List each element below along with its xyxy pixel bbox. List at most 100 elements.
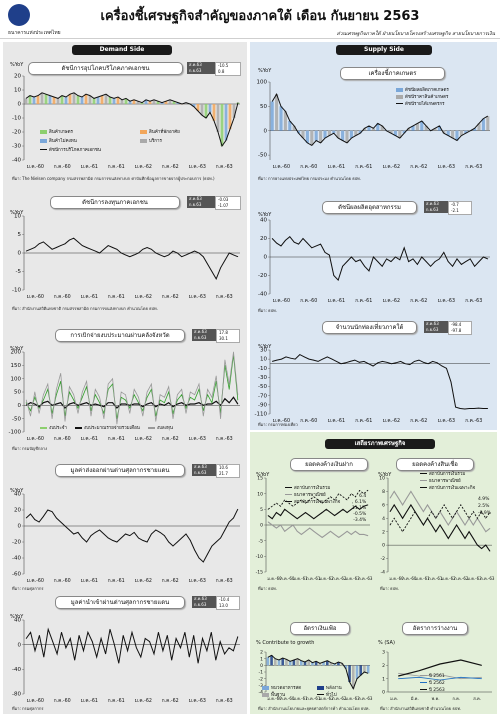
consumption-value-box-values: -10.5 0.8 [215, 62, 241, 76]
govspending-yunit: %YoY [10, 346, 24, 352]
loans-point-0-17 [460, 531, 462, 533]
agri-bar-41 [451, 130, 455, 139]
tourism-point-0-36 [436, 362, 438, 364]
govspending-point-1-6 [51, 404, 53, 406]
loans-xtick-label-5: ก.ค.-62 [454, 576, 469, 581]
manufacturing-point-0-20 [359, 259, 361, 261]
govspending-point-1-43 [211, 403, 213, 405]
consumption-bar-29 [140, 102, 144, 104]
exports-source: ที่มา: กรมศุลกากร [12, 586, 44, 591]
manufacturing-point-0-1 [276, 242, 277, 244]
tourism-xtick-label-2: ม.ค.-61 [328, 418, 345, 424]
unemployment-point-1-4 [481, 678, 482, 680]
exports-point-0-34 [172, 545, 174, 547]
tourism-source: ที่มา: กรมการท่องเที่ยว [258, 422, 298, 427]
exports-point-0-32 [164, 535, 165, 536]
inflation-ytick-label-6: -4 [259, 690, 264, 696]
unemployment-point-2-2 [439, 663, 441, 665]
agri-legend: ดัชนีผลผลิตภาคเกษตร ดัชนีราคาสินค้าเกษตร… [396, 86, 492, 107]
imports-point-0-42 [210, 631, 212, 633]
deposits-xtick-label-5: ก.ค.-62 [332, 576, 347, 581]
investment-point-0-41 [202, 256, 204, 258]
loans-point-2-11 [435, 517, 437, 519]
legend-agri-goods: สินค้าเกษตร [40, 128, 140, 135]
inflation-xtick-label-0: ม.ค.-60 [267, 696, 282, 701]
imports-xtick-label-5: ก.ค.-62 [162, 698, 179, 704]
consumption-bar-13 [76, 95, 80, 104]
tourism-point-0-19 [359, 361, 360, 363]
exports-xtick-label-3: ก.ค.-61 [108, 578, 125, 584]
govspending-point-0-33 [168, 391, 170, 393]
legend-headline: ทั่วไป [317, 691, 372, 698]
agri-bar-0 [270, 101, 274, 131]
manufacturing-xtick-label-4: ม.ค.-62 [383, 298, 400, 304]
govspending-point-1-1 [30, 402, 31, 404]
exports-point-0-46 [224, 529, 226, 531]
deposits-legend: สถาบันการเงินรวม ธนาคารพาณิชย์ สถาบันการ… [285, 484, 355, 505]
consumption-xtick-label-3: ก.ค.-61 [108, 164, 125, 170]
exports-xtick-label-4: ม.ค.-62 [135, 578, 152, 584]
legend-total-budget: งบประมาณรายจ่ายรวมเดือน [74, 424, 140, 431]
exports-point-0-11 [73, 533, 75, 535]
govspending-point-1-25 [133, 403, 135, 405]
govspending-point-1-15 [90, 404, 92, 406]
inflation-legend: หมวดอาหารสด พลังงาน พื้นฐาน ทั่วไป [262, 684, 372, 698]
inflation-yunit: % Contribute to growth [256, 640, 315, 646]
deposits-ytick-label-1: 10 [257, 491, 263, 497]
tourism-point-0-24 [381, 361, 383, 362]
govspending-xtick-label-6: ม.ค.-63 [189, 436, 206, 442]
consumption-bar-38 [176, 102, 180, 104]
investment-point-0-20 [112, 247, 113, 248]
imports-point-0-47 [233, 650, 234, 652]
consumption-value-box: ส.ค.63 ก.ย.63 [187, 62, 215, 74]
govspending-point-2-4 [43, 394, 44, 396]
imports-ytick-label-1: 0 [18, 642, 22, 648]
govspending-point-1-7 [56, 403, 57, 405]
inflation-ytick-label-5: -3 [259, 683, 264, 689]
unemployment-ytick-label-2: 1 [382, 676, 385, 682]
imports-point-0-46 [228, 647, 230, 649]
agri-bar-47 [477, 123, 481, 131]
consumption-ytick-label-0: 20 [14, 74, 21, 80]
loans-point-2-10 [431, 511, 433, 512]
manufacturing-xtick-label-0: ม.ค.-60 [273, 298, 290, 304]
deposits-point-2-11 [313, 496, 315, 498]
unemployment-point-0-3 [460, 678, 462, 680]
consumption-xtick-label-4: ม.ค.-62 [135, 164, 152, 170]
govspending-point-1-44 [215, 400, 217, 402]
govspending-point-2-7 [56, 388, 57, 390]
loans-point-1-6 [414, 497, 416, 499]
unemployment-point-2-1 [418, 670, 420, 672]
investment-ytick-label-0: 10 [14, 214, 21, 220]
govspending-point-0-25 [133, 394, 135, 396]
exports-point-0-23 [125, 533, 126, 535]
deposits-annot-4: -0.5% [353, 512, 367, 517]
tourism-point-0-7 [304, 356, 305, 358]
govspending-xtick-label-7: ก.ค.-63 [216, 436, 233, 442]
govspending-point-0-11 [73, 399, 75, 401]
loans-point-2-24 [489, 511, 491, 513]
tourism-point-0-32 [418, 359, 420, 361]
imports-point-0-22 [122, 635, 124, 636]
unemployment-point-2-3 [460, 659, 462, 661]
manufacturing-xtick-label-2: ม.ค.-61 [328, 298, 345, 304]
agri-bar-19 [354, 130, 358, 136]
govspending-point-2-42 [207, 388, 208, 390]
tourism-point-0-1 [276, 359, 278, 361]
imports-point-0-0 [25, 638, 27, 639]
loans-point-0-14 [447, 538, 449, 539]
deposits-point-1-3 [280, 524, 281, 526]
unemployment-xtick-label-2: พ.ค. [432, 696, 440, 701]
govspending-point-1-22 [120, 403, 122, 405]
manufacturing-yunit: %YoY [258, 212, 272, 218]
agri-bar-2 [279, 106, 283, 131]
deposits-annot-2: , 6.1% [352, 500, 367, 505]
loans-point-0-18 [464, 538, 466, 539]
loans-point-2-21 [477, 517, 478, 519]
imports-point-0-43 [215, 659, 217, 661]
loans-point-1-14 [447, 524, 449, 526]
imports-point-0-26 [140, 656, 142, 658]
manufacturing-point-0-12 [324, 252, 326, 253]
agri-bar-24 [376, 123, 380, 131]
investment-point-0-44 [215, 278, 217, 280]
